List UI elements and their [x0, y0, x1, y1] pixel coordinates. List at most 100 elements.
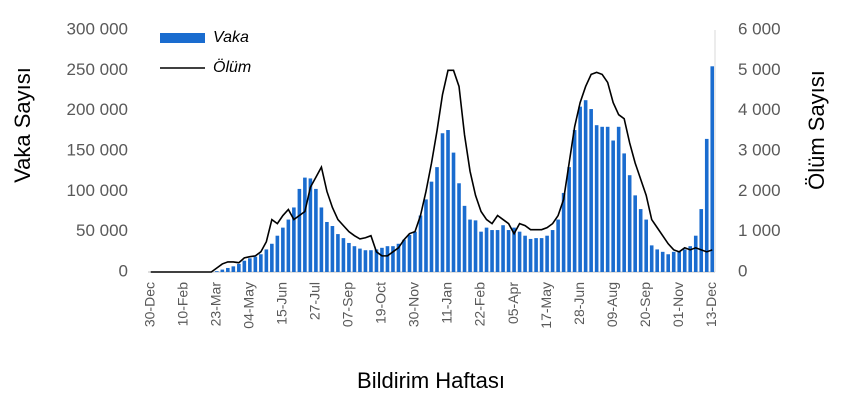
bar	[578, 106, 582, 272]
bar	[545, 235, 549, 272]
bar	[440, 133, 445, 272]
bar	[710, 66, 715, 272]
bar	[473, 220, 478, 272]
bar	[534, 238, 538, 272]
x-tick-label: 17-May	[538, 282, 554, 329]
bar	[424, 199, 428, 272]
bar	[528, 238, 533, 272]
x-tick-label: 27-Jul	[307, 282, 323, 320]
bar	[231, 266, 236, 272]
bar	[649, 245, 654, 272]
bar	[292, 207, 296, 272]
bar	[677, 251, 682, 272]
bar	[506, 230, 511, 272]
x-tick-label: 10-Feb	[174, 282, 190, 327]
x-tick-label: 20-Sep	[637, 282, 653, 327]
bar	[468, 219, 472, 272]
bar	[358, 248, 362, 272]
y-tick-label: 250 000	[67, 60, 128, 79]
bar	[490, 230, 494, 272]
legend-label: Vaka	[213, 29, 249, 46]
x-tick-label: 15-Jun	[274, 282, 290, 325]
bar	[638, 209, 643, 272]
x-tick-label: 05-Apr	[505, 282, 521, 324]
bar	[517, 231, 522, 272]
bar	[523, 235, 527, 272]
bar	[391, 246, 395, 272]
bar	[237, 263, 241, 272]
bar	[303, 177, 307, 272]
bar	[561, 192, 566, 272]
y-tick-label: 300 000	[67, 19, 128, 38]
bar	[550, 230, 555, 272]
bar	[671, 251, 676, 272]
bar	[253, 256, 258, 272]
bar	[363, 250, 368, 272]
x-tick-label: 09-Aug	[604, 282, 620, 327]
bar	[451, 152, 456, 272]
x-tick-label: 11-Jan	[439, 282, 455, 324]
bar	[341, 238, 346, 272]
bar	[297, 188, 302, 272]
x-axis-title: Bildirim Haftası	[357, 368, 505, 393]
bar	[319, 207, 324, 272]
bar	[600, 126, 604, 272]
x-tick-label: 23-Mar	[208, 282, 224, 327]
y2-tick-label: 3 000	[738, 140, 781, 159]
y-tick-label: 150 000	[67, 140, 128, 159]
bar	[407, 234, 412, 272]
bar	[479, 231, 483, 272]
y2-tick-label: 1 000	[738, 221, 781, 240]
bar	[556, 219, 560, 272]
legend-label: Ölüm	[213, 58, 251, 76]
bar	[704, 138, 709, 272]
bar	[435, 167, 439, 272]
x-tick-label: 30-Nov	[406, 282, 422, 327]
bar	[330, 226, 335, 272]
y2-tick-label: 0	[738, 261, 747, 280]
bar	[429, 181, 434, 272]
bar	[418, 215, 423, 272]
x-tick-label: 22-Feb	[472, 282, 488, 327]
bar	[325, 221, 329, 272]
bar	[242, 260, 247, 272]
bar	[264, 249, 269, 272]
bar	[666, 254, 671, 272]
y-tick-label: 100 000	[67, 181, 128, 200]
bar	[380, 247, 384, 272]
x-tick-label: 07-Sep	[340, 282, 356, 327]
y2-tick-label: 4 000	[738, 100, 781, 119]
bar	[226, 267, 230, 272]
y2-axis-title: Ölüm Sayısı	[804, 70, 829, 190]
y2-tick-label: 2 000	[738, 181, 781, 200]
bar	[605, 126, 610, 272]
bar	[385, 246, 390, 272]
bar	[589, 109, 593, 272]
bar	[308, 178, 313, 272]
bar	[369, 250, 373, 272]
bar	[616, 126, 621, 272]
bar	[688, 246, 693, 272]
bar	[611, 140, 615, 272]
bar	[594, 125, 599, 272]
bar	[495, 230, 500, 272]
bar	[347, 242, 351, 272]
bar	[484, 227, 489, 272]
bar	[583, 100, 588, 273]
bar	[275, 235, 280, 272]
bar	[396, 243, 401, 272]
bar	[352, 246, 357, 272]
x-tick-label: 30-Dec	[141, 282, 157, 327]
bar	[413, 231, 417, 272]
bar	[248, 258, 252, 272]
x-tick-label: 01-Nov	[670, 282, 686, 327]
y-tick-label: 50 000	[76, 221, 128, 240]
bar	[402, 239, 406, 272]
bar	[699, 209, 704, 272]
bar	[314, 188, 318, 272]
bar	[622, 153, 626, 272]
bar	[539, 238, 544, 272]
y2-tick-label: 6 000	[738, 19, 781, 38]
bar	[374, 249, 379, 272]
